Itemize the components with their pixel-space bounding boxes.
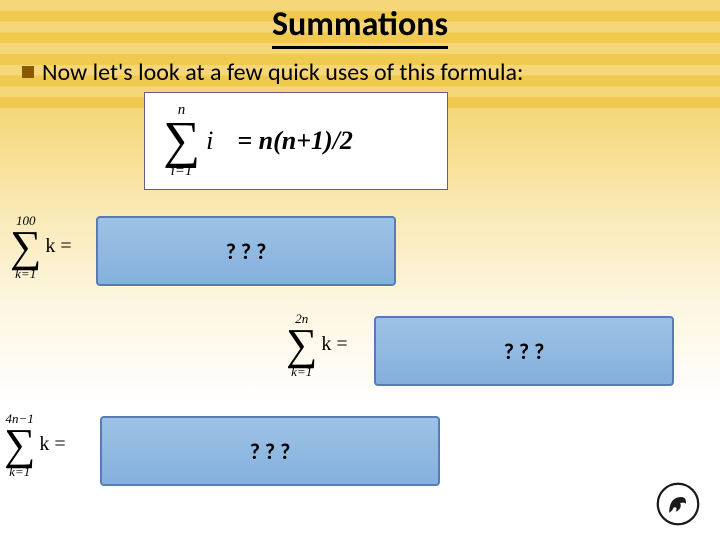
pegasus-logo-icon (656, 482, 700, 526)
sum-var: k = (39, 433, 65, 456)
answer-box-3: ? ? ? (100, 416, 440, 486)
formula-box: n ∑ i=1 i = n(n+1)/2 (144, 92, 448, 190)
body-line: Now let's look at a few quick uses of th… (22, 58, 523, 87)
sigma-icon: n ∑ i=1 (163, 103, 200, 180)
sum-lower: k=1 (291, 365, 312, 378)
answer-text: ? ? ? (250, 438, 291, 465)
sum-lower: k=1 (15, 267, 36, 280)
answer-box-1: ? ? ? (96, 216, 396, 286)
slide-title: Summations (0, 4, 720, 45)
sum-var: k = (321, 333, 347, 356)
sum-var: k = (45, 235, 71, 258)
example-3-sum: 4n−1 ∑ k=1 k = (4, 412, 66, 478)
bullet-icon (22, 66, 34, 78)
sum-var: i (206, 126, 213, 156)
body-text: Now let's look at a few quick uses of th… (42, 58, 523, 87)
title-text: Summations (272, 4, 448, 49)
sigma-icon: 2n ∑ k=1 (286, 312, 317, 378)
example-1-sum: 100 ∑ k=1 k = (10, 214, 72, 280)
answer-box-2: ? ? ? (374, 316, 674, 386)
sigma-icon: 4n−1 ∑ k=1 (4, 412, 35, 478)
answer-text: ? ? ? (226, 238, 267, 265)
example-2-sum: 2n ∑ k=1 k = (286, 312, 348, 378)
answer-text: ? ? ? (504, 338, 545, 365)
sum-lower: k=1 (9, 465, 30, 478)
sigma-icon: 100 ∑ k=1 (10, 214, 41, 280)
formula-rhs: = n(n+1)/2 (237, 126, 353, 156)
sum-lower: i=1 (171, 164, 193, 179)
